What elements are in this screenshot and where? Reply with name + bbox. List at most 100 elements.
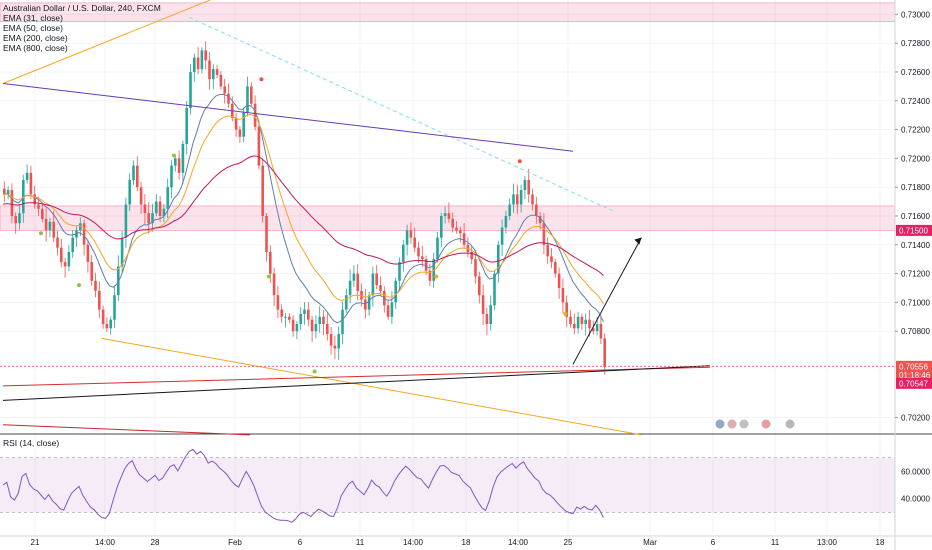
time-axis-label: 11 [771,538,780,547]
candle-body [6,190,10,195]
candle-body [519,190,523,205]
candle-body [185,108,188,144]
candle-body [364,299,367,310]
candle-body [52,221,55,238]
candle-body [367,295,371,310]
fractal-marker [39,231,43,236]
price-axis-label: 0.72000 [901,154,930,163]
candle-body [181,144,185,173]
price-tag [896,369,932,381]
candle-body [557,273,561,288]
candle-body [3,188,6,195]
ema-line [2,113,604,305]
time-axis-label: Feb [228,538,242,547]
fractal-marker [434,274,439,279]
candle-body [352,273,356,281]
time-axis-label: 14:00 [403,538,424,547]
candle-body [124,204,128,238]
candle-body [132,165,135,180]
candle-body [440,216,443,238]
rsi-axis-label: 60.0000 [901,467,930,476]
time-axis-label: 18 [462,538,471,547]
trendline [2,0,212,84]
price-axis-label: 0.72400 [901,97,930,106]
trendline [2,424,251,436]
resistance-zone [0,205,896,231]
candle-body [550,256,553,263]
candle-body [234,118,238,130]
candle-body [436,237,439,260]
candle-body [155,201,158,214]
fractal-marker [563,311,568,316]
time-axis-label: 14:00 [95,538,116,547]
candle-body [82,223,86,245]
candle-body [508,204,511,216]
price-axis-label: 0.71400 [901,241,930,250]
candle-body [424,259,428,271]
candle-body [538,216,542,224]
candle-body [307,309,310,320]
candle-body [48,221,52,231]
candle-body [462,233,466,245]
candle-body [485,313,489,324]
projection-arrowhead [634,237,642,245]
candle-body [193,57,196,72]
candle-body [375,273,378,286]
candle-body [527,180,530,195]
candle-body [250,86,253,104]
candle-body [143,204,147,214]
price-tag [896,377,932,389]
candle-body [177,158,181,173]
candle-body [493,273,496,306]
candle-body [398,262,401,281]
indicator-ema-50[interactable]: EMA (50, close) [3,23,63,33]
candle-body [33,194,36,205]
candle-body [113,295,116,320]
candle-body [208,60,211,80]
candle-body [573,324,576,329]
candle-body [326,324,329,335]
candle-body [584,319,587,324]
candle-body [318,316,321,324]
indicator-ema-200[interactable]: EMA (200, close) [3,33,68,43]
candle-body [405,230,409,245]
candle-body [272,273,276,296]
candle-body [314,324,318,332]
candle-body [390,302,394,317]
symbol-title: Australian Dollar / U.S. Dollar, 240, FX… [3,3,161,13]
candle-body [592,328,595,332]
candle-body [595,324,599,332]
candle-body [128,180,131,205]
trendline [101,337,642,436]
candle-body [139,187,143,205]
price-axis-label: 0.71600 [901,212,930,221]
economic-event-flag [760,418,772,430]
time-axis-label: 6 [298,538,303,547]
trendline [2,366,710,387]
candle-body [158,201,162,216]
candle-body [265,216,268,252]
candle-body [455,227,458,231]
candle-body [379,285,382,291]
rsi-indicator-label[interactable]: RSI (14, close) [3,438,60,448]
trendline [188,16,616,213]
candle-body [25,172,29,180]
indicator-ema-800[interactable]: EMA (800, close) [3,43,68,53]
candle-body [580,316,584,324]
candle-body [413,237,416,248]
indicator-ema-31[interactable]: EMA (31, close) [3,13,63,23]
time-axis-label: 6 [711,538,716,547]
candle-body [29,172,33,195]
candle-body [200,50,204,70]
candle-body [41,208,44,219]
candle-body [481,295,485,314]
time-axis-label: 25 [564,538,573,547]
economic-event-flag [784,418,796,430]
candle-body [204,50,207,61]
candle-body [120,237,124,267]
candle-body [497,244,500,274]
rsi-line [2,448,604,523]
candle-body [147,213,150,224]
